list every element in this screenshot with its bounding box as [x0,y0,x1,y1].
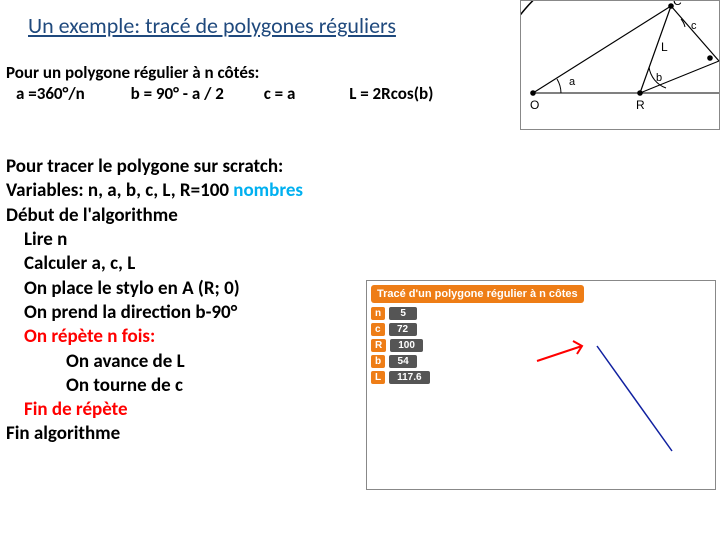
subtitle-line1: Pour un polygone régulier à n côtés: [6,62,433,83]
var-value: 117.6 [389,371,429,384]
geom-label-R: R [636,98,645,112]
geom-label-a: a [569,76,576,88]
algo-line: Fin algorithme [6,422,303,446]
algo-line: Pour tracer le polygone sur scratch: [6,155,303,179]
algo-line: Lire n [6,228,303,252]
var-value: 5 [389,307,417,320]
var-label: b [371,355,385,368]
algo-line: Début de l'algorithme [6,204,303,228]
formula-c: c = a [264,83,296,104]
algo-vars-text: Variables: n, a, b, c, L, R=100 [6,179,233,202]
var-label: L [371,371,385,384]
geom-label-b: b [656,72,662,84]
arrow-icon [537,341,582,361]
var-label: n [371,307,385,320]
var-value: 54 [389,355,417,368]
geometry-diagram: O R C a b c L [520,0,720,130]
page-title: Un exemple: tracé de polygones réguliers [28,12,396,39]
algo-line: Calculer a, c, L [6,252,303,276]
algo-line: On place le stylo en A (R; 0) [6,277,303,301]
formula-L: L = 2Rcos(b) [349,83,433,104]
algo-line: On tourne de c [6,374,303,398]
algo-line: Variables: n, a, b, c, L, R=100 nombres [6,179,303,203]
algo-line-repeat: On répète n fois: [6,325,303,349]
geom-label-O: O [530,98,539,112]
scratch-canvas [507,306,707,481]
formulas-line: a =360°/n b = 90° - a / 2 c = a L = 2Rco… [6,83,433,104]
var-label: R [371,339,386,352]
var-value: 100 [390,339,423,352]
formula-b: b = 90° - a / 2 [131,83,224,104]
geometry-svg: O R C a b c L [521,1,720,131]
formula-a: a =360°/n [16,83,85,104]
geom-label-L: L [661,40,668,54]
algo-line-endrepeat: Fin de répète [6,398,303,422]
scratch-panel: Tracé d'un polygone régulier à n côtes n… [366,280,716,490]
geom-label-c: c [691,20,697,32]
algo-vars-type: nombres [233,179,303,202]
algo-line: On avance de L [6,350,303,374]
scratch-header: Tracé d'un polygone régulier à n côtes [371,285,584,303]
geom-label-C: C [673,1,682,8]
algo-line: On prend la direction b-90° [6,301,303,325]
formula-block: Pour un polygone régulier à n côtés: a =… [6,62,433,105]
var-value: 72 [389,323,417,336]
algorithm-block: Pour tracer le polygone sur scratch: Var… [6,155,303,447]
var-label: c [371,323,385,336]
